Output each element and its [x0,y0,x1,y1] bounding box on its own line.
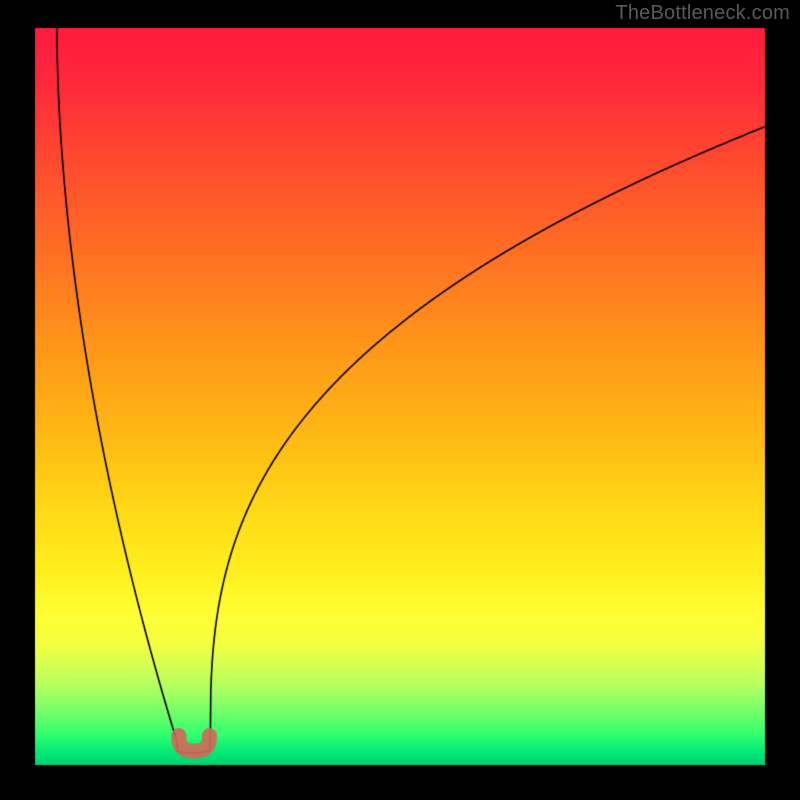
watermark-text: TheBottleneck.com [615,2,790,25]
chart-stage: TheBottleneck.com [0,0,800,800]
chart-canvas [0,0,800,800]
